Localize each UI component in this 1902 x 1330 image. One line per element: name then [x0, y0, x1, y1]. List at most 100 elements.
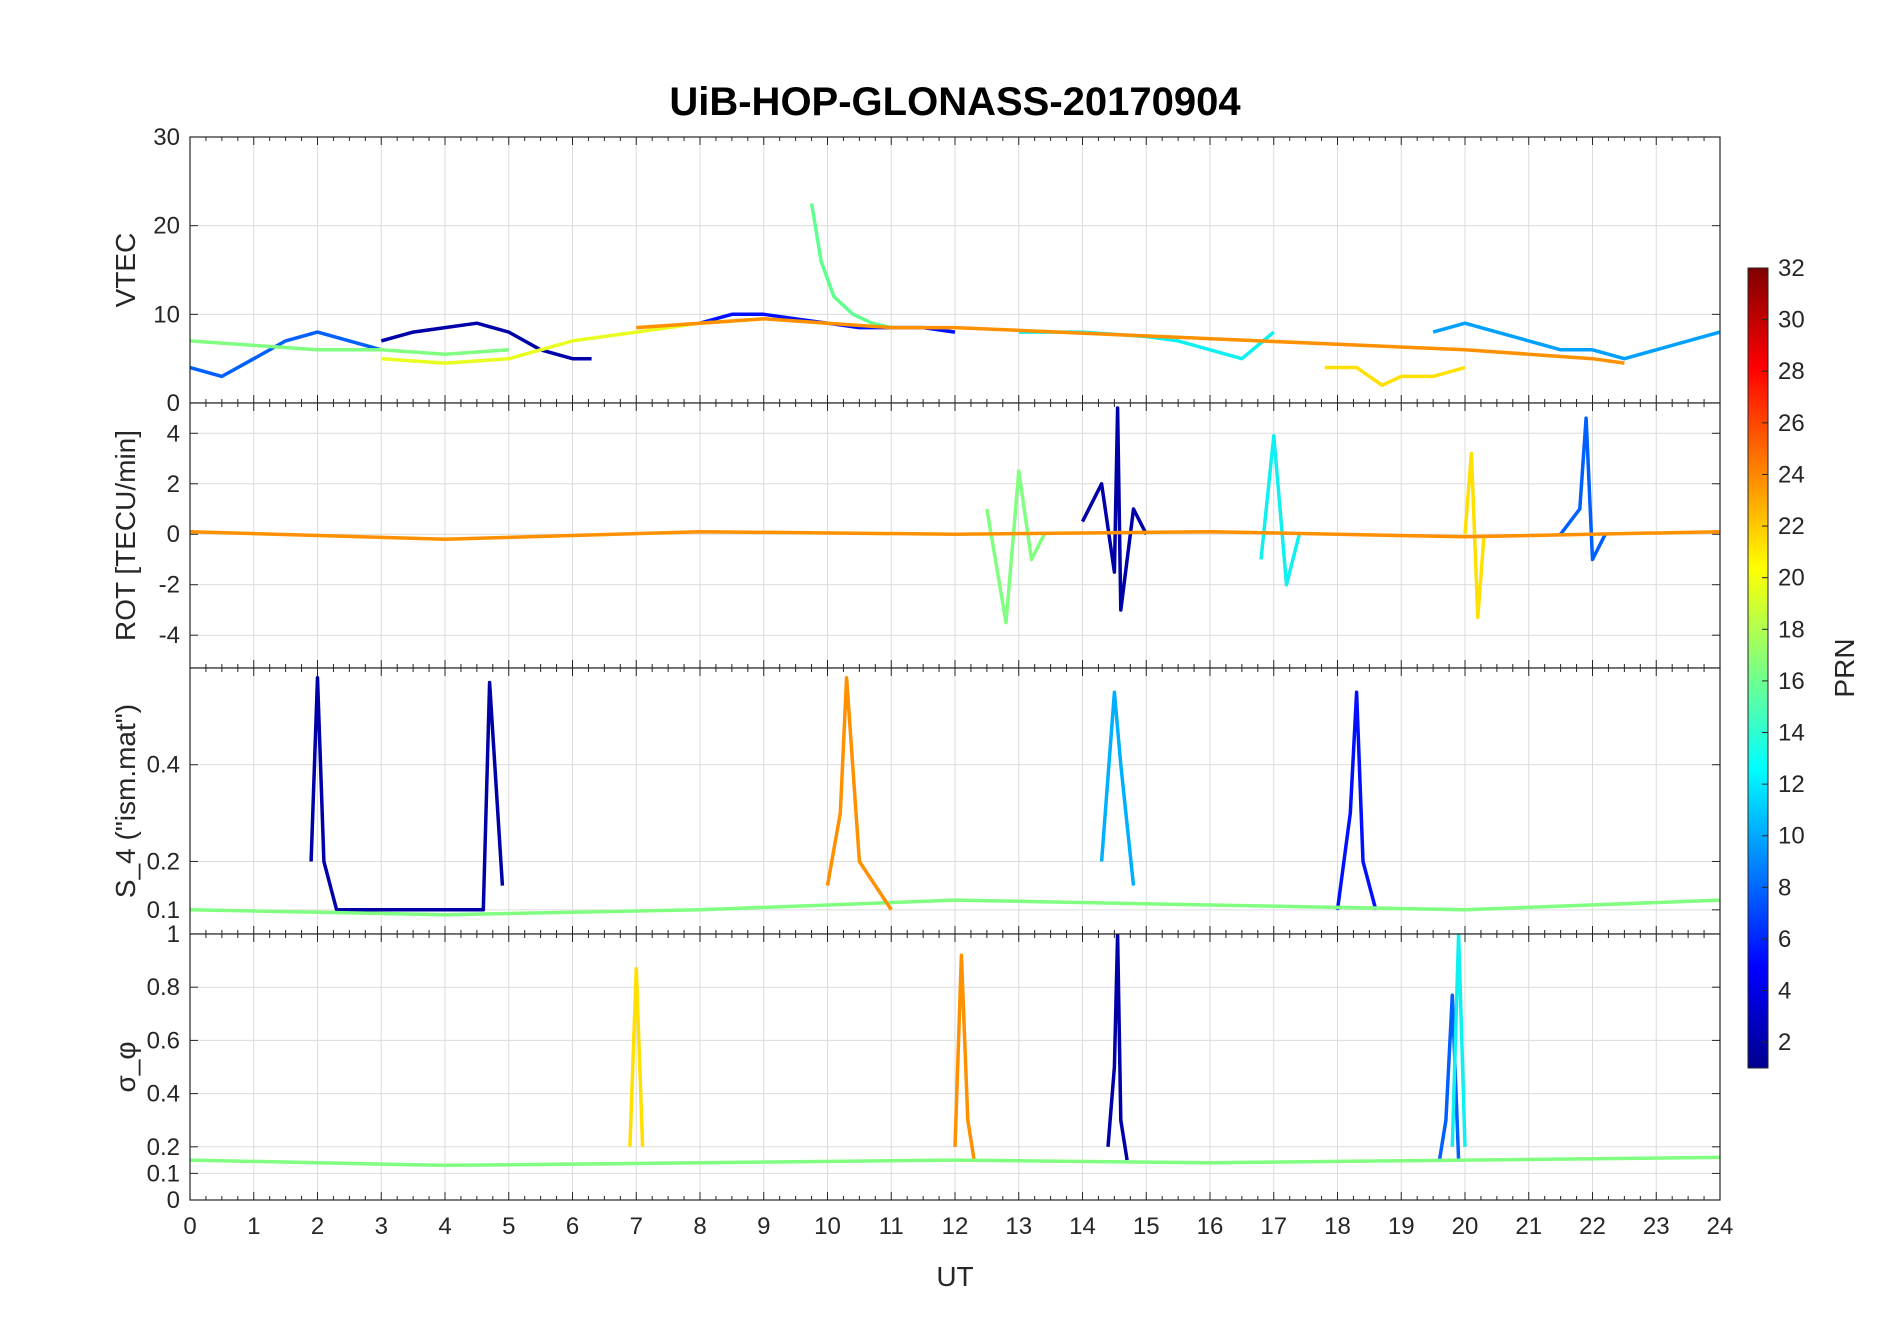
series-line-prn-2	[1080, 406, 1148, 612]
x-axis: 0 1 2 3 4 5 6 7 8 9 10 11 12 13 14 15 16 17 18 19 20 21 22 23 24	[183, 1213, 1733, 1240]
chart-title: UiB-HOP-GLONASS-20170904	[669, 80, 1241, 124]
y-tick-label: 4	[167, 420, 180, 447]
x-tick-label: 24	[1707, 1213, 1734, 1240]
y-tick-label: 0.1	[147, 897, 180, 924]
series-line-prn-6	[1559, 416, 1607, 562]
series-line-prn-15	[809, 203, 892, 330]
x-tick-label: 7	[630, 1213, 643, 1240]
colorbar-tick-label: 30	[1778, 307, 1805, 334]
series-line-prn-23	[190, 529, 1720, 542]
series-line-prn-16	[190, 1155, 1720, 1168]
y-tick-label: 0	[167, 1187, 180, 1214]
x-tick-label: 1	[247, 1213, 260, 1240]
series-line-prn-10	[1099, 690, 1136, 886]
y-tick-label: 2	[167, 471, 180, 498]
x-tick-label: 23	[1643, 1213, 1670, 1240]
colorbar-tick-label: 32	[1778, 255, 1805, 282]
colorbar-tick-label: 16	[1778, 668, 1805, 695]
series-line-prn-8	[1432, 321, 1720, 361]
series-line-prn-12	[1259, 434, 1301, 587]
panel-4: 00.10.2 0.4 0.6 0.8 1 σ_φ	[110, 921, 1721, 1214]
series-group	[190, 203, 1720, 388]
colorbar-tick-label: 18	[1778, 616, 1805, 643]
colorbar-tick-label: 6	[1778, 926, 1791, 953]
colorbar-tick-label: 22	[1778, 513, 1805, 540]
series-line-prn-23	[825, 675, 893, 911]
series-line-prn-6	[190, 330, 382, 379]
series-line-prn-2	[309, 675, 505, 912]
colorbar-tick-label: 28	[1778, 358, 1805, 385]
series-line-prn-16	[190, 898, 1720, 917]
y-tick-label: -4	[159, 622, 180, 649]
x-tick-label: 14	[1069, 1213, 1096, 1240]
series-line-prn-16	[985, 469, 1046, 625]
x-tick-label: 18	[1324, 1213, 1351, 1240]
colorbar-tick-label: 4	[1778, 978, 1791, 1005]
y-tick-label: 0.1	[147, 1160, 180, 1187]
series-line-prn-23	[953, 953, 976, 1161]
y-tick-label: 0	[167, 521, 180, 548]
y-tick-label: 0.2	[147, 1134, 180, 1161]
series-line-prn-2	[1106, 934, 1129, 1161]
panel-frame	[189, 933, 1721, 1201]
colorbar-gradient	[1747, 267, 1769, 1069]
x-tick-label: 4	[438, 1213, 451, 1240]
x-tick-label: 2	[311, 1213, 324, 1240]
x-tick-label: 5	[502, 1213, 515, 1240]
series-line-prn-20	[628, 966, 645, 1147]
series-line-prn-4	[1335, 690, 1378, 911]
x-tick-label: 13	[1005, 1213, 1032, 1240]
series-line-prn-2	[380, 321, 592, 361]
y-axis-label: ROT [TECU/min]	[110, 430, 141, 641]
y-tick-label: 0.4	[147, 752, 180, 779]
series-line-prn-23	[636, 317, 1625, 365]
x-tick-label: 22	[1579, 1213, 1606, 1240]
series-group	[190, 406, 1720, 625]
series-group	[190, 675, 1720, 917]
panel-2: -4 -2 0 2 4 ROT [TECU/min]	[110, 402, 1721, 669]
x-tick-label: 20	[1452, 1213, 1479, 1240]
x-tick-label: 17	[1260, 1213, 1287, 1240]
colorbar-tick-label: 20	[1778, 565, 1805, 592]
x-tick-label: 21	[1515, 1213, 1542, 1240]
y-axis-label: VTEC	[110, 233, 141, 308]
y-tick-label: 0.8	[147, 974, 180, 1001]
x-tick-label: 12	[942, 1213, 969, 1240]
x-tick-label: 15	[1133, 1213, 1160, 1240]
y-tick-label: 0.2	[147, 848, 180, 875]
x-tick-label: 19	[1388, 1213, 1415, 1240]
series-group	[190, 934, 1720, 1168]
y-tick-label: 10	[153, 301, 180, 328]
y-tick-label: 30	[153, 124, 180, 151]
x-tick-label: 8	[693, 1213, 706, 1240]
y-tick-label: 1	[167, 921, 180, 948]
y-tick-label: -2	[159, 572, 180, 599]
colorbar-tick-label: 14	[1778, 720, 1805, 747]
y-axis-label: S_4 ("ism.mat")	[110, 704, 141, 898]
colorbar-label: PRN	[1829, 638, 1860, 697]
colorbar-tick-label: 8	[1778, 874, 1791, 901]
y-tick-label: 0.4	[147, 1081, 180, 1108]
x-tick-label: 11	[879, 1213, 904, 1240]
series-line-prn-12	[1450, 934, 1467, 1147]
x-tick-label: 10	[814, 1213, 841, 1240]
x-tick-label: 9	[757, 1213, 770, 1240]
y-tick-label: 0.6	[147, 1027, 180, 1054]
x-axis-label: UT	[936, 1261, 973, 1292]
panel-3: 0.1 0.2 0.4S_4 ("ism.mat")	[110, 667, 1721, 935]
colorbar-tick-label: 24	[1778, 461, 1805, 488]
y-tick-label: 20	[153, 213, 180, 240]
panel-1: 0 10 20 30 VTEC	[110, 124, 1721, 417]
colorbar-tick-label: 10	[1778, 823, 1805, 850]
series-line-prn-20	[1324, 365, 1466, 388]
x-tick-label: 16	[1197, 1213, 1224, 1240]
colorbar-tick-label: 2	[1778, 1029, 1791, 1056]
y-tick-label: 0	[167, 390, 180, 417]
colorbar-tick-label: 12	[1778, 771, 1805, 798]
y-axis-label: σ_φ	[110, 1041, 141, 1092]
x-tick-label: 3	[375, 1213, 388, 1240]
